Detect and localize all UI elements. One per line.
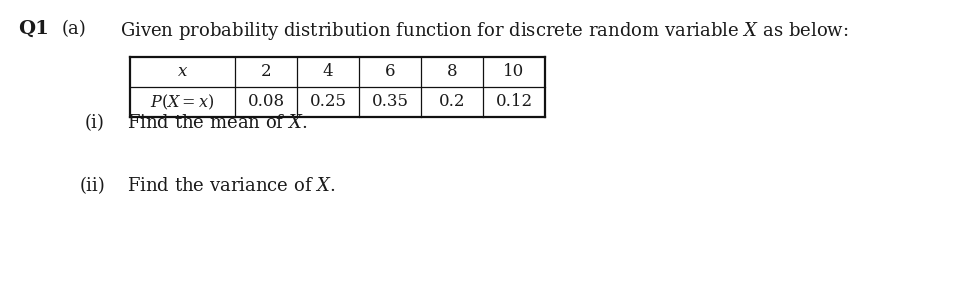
Text: 0.12: 0.12	[495, 93, 533, 110]
Text: 0.25: 0.25	[309, 93, 346, 110]
Text: 0.35: 0.35	[371, 93, 408, 110]
Text: (ii): (ii)	[80, 177, 105, 195]
Text: (a): (a)	[62, 20, 87, 38]
Text: 6: 6	[385, 63, 396, 81]
Text: 8: 8	[447, 63, 457, 81]
Text: 0.2: 0.2	[439, 93, 465, 110]
Text: Find the variance of $X$.: Find the variance of $X$.	[127, 177, 336, 195]
Text: 2: 2	[261, 63, 272, 81]
Text: Q1: Q1	[18, 20, 49, 38]
Text: (i): (i)	[85, 114, 104, 132]
Text: $P(X = x)$: $P(X = x)$	[151, 92, 215, 112]
Text: Find the mean of $X$.: Find the mean of $X$.	[127, 114, 308, 132]
Text: $x$: $x$	[177, 63, 188, 81]
Text: Given probability distribution function for discrete random variable $X$ as belo: Given probability distribution function …	[120, 20, 848, 42]
Text: 10: 10	[504, 63, 525, 81]
Text: 4: 4	[323, 63, 334, 81]
Text: 0.08: 0.08	[248, 93, 284, 110]
